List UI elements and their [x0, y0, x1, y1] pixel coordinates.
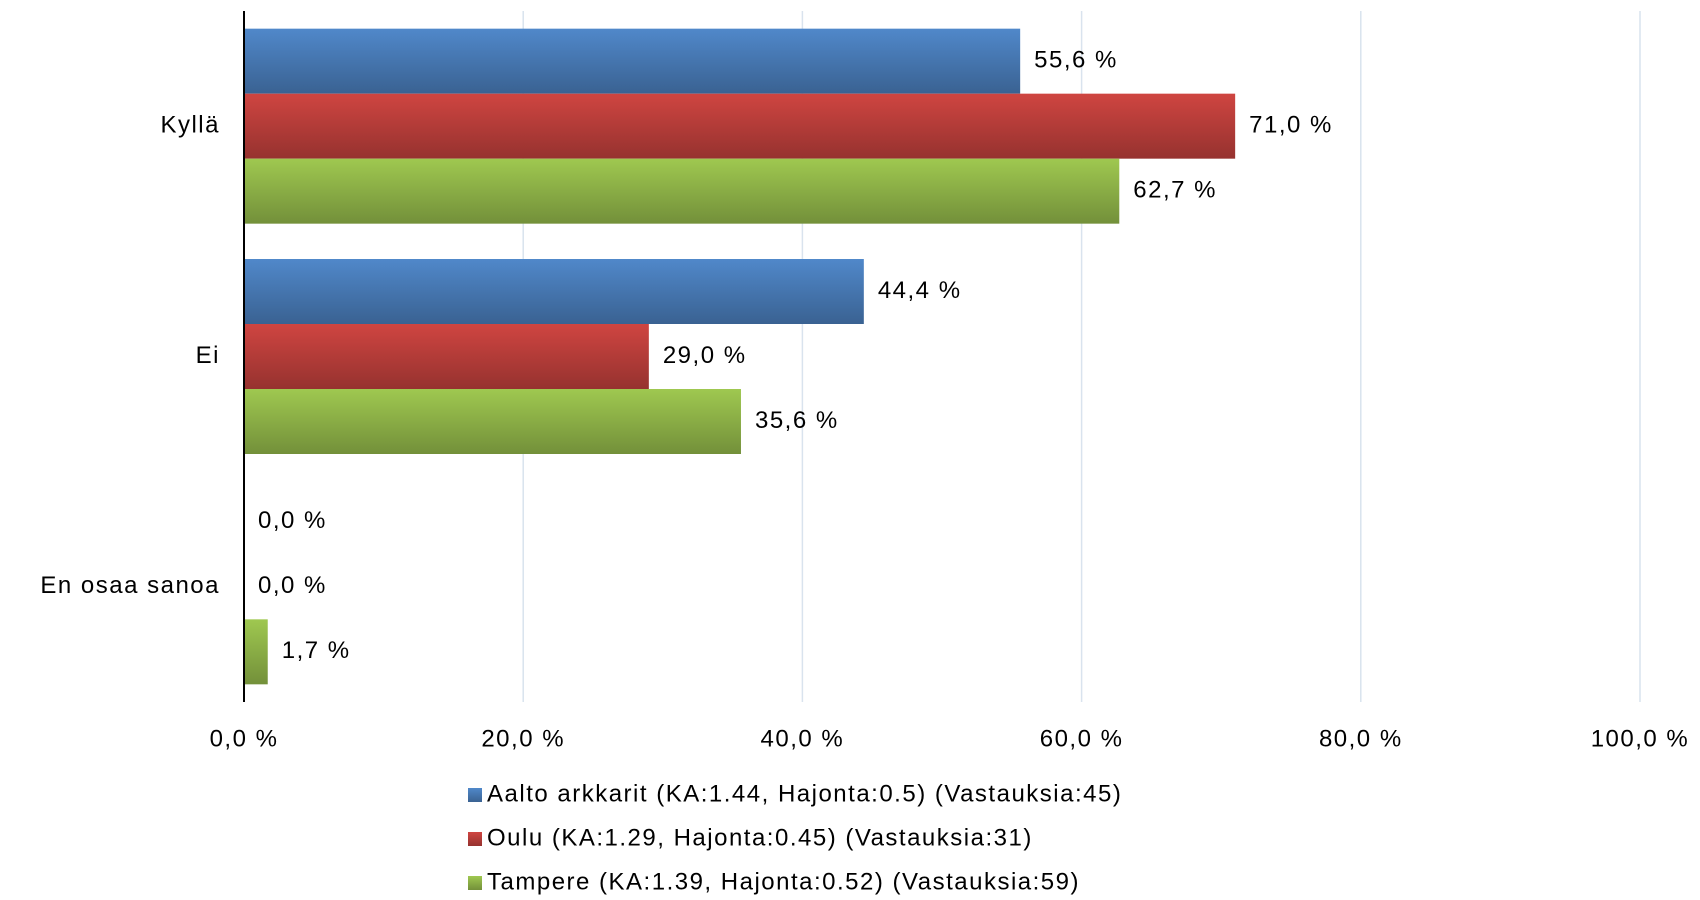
bar — [244, 28, 1021, 94]
bar — [244, 259, 864, 324]
legend-label: Tampere (KA:1.39, Hajonta:0.52) (Vastauk… — [487, 868, 1080, 895]
x-tick-label: 40,0 % — [761, 725, 845, 752]
bar — [244, 619, 268, 685]
y-tick-label: En osaa sanoa — [40, 572, 220, 599]
bar — [244, 158, 1120, 224]
x-tick-label: 60,0 % — [1040, 725, 1124, 752]
x-tick-label: 80,0 % — [1319, 725, 1403, 752]
data-label: 71,0 % — [1249, 112, 1333, 139]
data-label: 0,0 % — [258, 507, 327, 534]
legend-label: Aalto arkkarit (KA:1.44, Hajonta:0.5) (V… — [487, 780, 1122, 807]
y-tick-label: Ei — [196, 342, 220, 369]
legend-swatch — [468, 832, 482, 846]
data-label: 1,7 % — [282, 637, 351, 664]
data-label: 62,7 % — [1133, 177, 1217, 204]
legend-swatch — [468, 876, 482, 890]
data-label: 0,0 % — [258, 572, 327, 599]
y-tick-label: Kyllä — [160, 112, 220, 139]
bar — [244, 324, 649, 389]
data-label: 29,0 % — [663, 342, 747, 369]
data-label: 44,4 % — [878, 277, 962, 304]
data-label: 35,6 % — [755, 407, 839, 434]
data-label: 55,6 % — [1034, 47, 1118, 74]
x-tick-label: 100,0 % — [1591, 725, 1690, 752]
legend-label: Oulu (KA:1.29, Hajonta:0.45) (Vastauksia… — [487, 824, 1033, 851]
x-tick-label: 0,0 % — [210, 725, 279, 752]
bar — [244, 93, 1236, 159]
x-tick-label: 20,0 % — [481, 725, 565, 752]
bar — [244, 389, 741, 454]
legend-swatch — [468, 788, 482, 802]
